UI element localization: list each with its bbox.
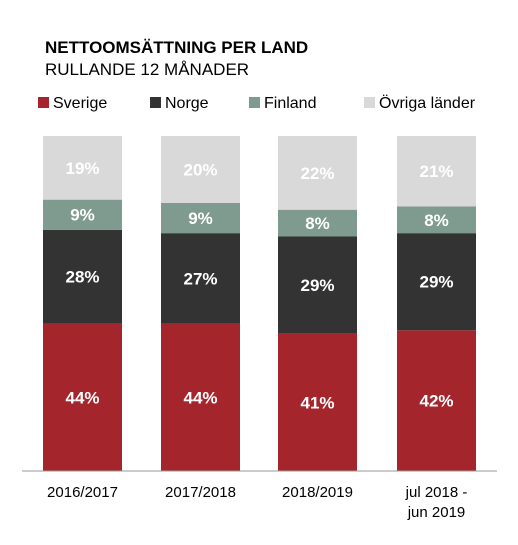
legend-swatch-3 — [364, 97, 375, 108]
data-label-1-3: 20% — [183, 161, 217, 180]
bar-1-1 — [161, 233, 240, 324]
legend-label-1: Norge — [165, 95, 209, 112]
data-label-2-1: 29% — [300, 276, 334, 295]
legend: Sverige Norge Finland Övriga länder — [38, 94, 476, 112]
bar-0-1 — [43, 229, 122, 324]
data-label-1-1: 27% — [183, 269, 217, 288]
data-label-1-2: 9% — [188, 209, 213, 228]
bar-2-0 — [278, 333, 357, 471]
bar-3-3 — [397, 136, 476, 207]
x-tick-label-1: 2017/2018 — [165, 484, 236, 501]
bar-3-0 — [397, 330, 476, 471]
bar-2-3 — [278, 136, 357, 210]
bar-3-2 — [397, 206, 476, 234]
bar-1-3 — [161, 136, 240, 203]
x-tick-label-0: 2016/2017 — [47, 484, 118, 501]
data-label-3-1: 29% — [419, 273, 453, 292]
x-tick-label-3-line-0: jul 2018 - — [405, 484, 468, 501]
data-label-0-2: 9% — [70, 206, 95, 225]
data-label-2-2: 8% — [305, 214, 330, 233]
chart-subtitle: RULLANDE 12 MÅNADER — [45, 60, 249, 79]
data-label-0-1: 28% — [65, 268, 99, 287]
data-label-0-0: 44% — [65, 388, 99, 407]
bar-2-2 — [278, 209, 357, 237]
bar-3-1 — [397, 233, 476, 331]
legend-label-0: Sverige — [53, 95, 107, 112]
legend-swatch-0 — [38, 97, 49, 108]
bars: 44% 28% 9% 19% 44% 27% 9% 20% 41% 29% 8% 22% 42% 29% 8… — [43, 136, 476, 471]
bar-0-2 — [43, 199, 122, 230]
legend-swatch-1 — [150, 97, 161, 108]
chart-title: NETTOOMSÄTTNING PER LAND — [45, 38, 308, 57]
bar-0-0 — [43, 323, 122, 471]
x-tick-label-2: 2018/2019 — [282, 484, 353, 501]
bar-1-2 — [161, 203, 240, 234]
x-axis-labels: 2016/2017 2017/2018 2018/2019 jul 2018 - jun… — [47, 484, 467, 521]
data-label-2-0: 41% — [300, 393, 334, 412]
data-label-3-2: 8% — [424, 211, 449, 230]
data-label-2-3: 22% — [300, 164, 334, 183]
data-label-3-3: 21% — [419, 162, 453, 181]
data-label-0-3: 19% — [65, 159, 99, 178]
legend-swatch-2 — [249, 97, 260, 108]
data-label-1-0: 44% — [183, 388, 217, 407]
legend-label-3: Övriga länder — [379, 94, 476, 112]
legend-label-2: Finland — [264, 95, 316, 112]
bar-0-3 — [43, 136, 122, 200]
data-label-3-0: 42% — [419, 392, 453, 411]
x-tick-label-3-line-1: jun 2019 — [407, 504, 466, 521]
bar-1-0 — [161, 323, 240, 471]
bar-2-1 — [278, 236, 357, 334]
